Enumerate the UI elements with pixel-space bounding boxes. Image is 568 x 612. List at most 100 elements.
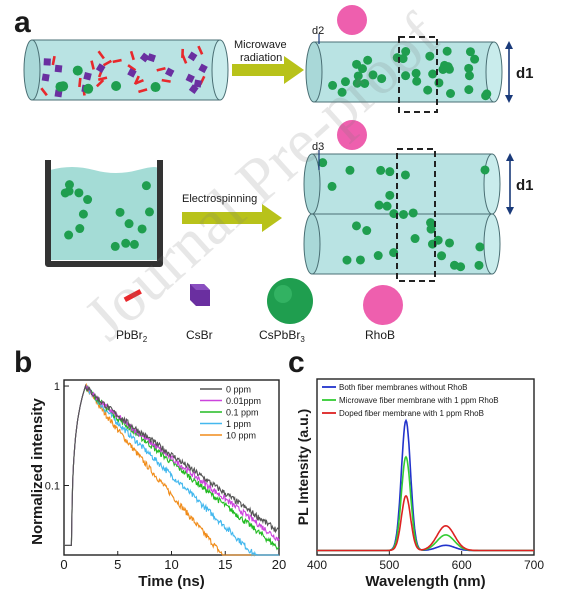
- material-legend: PbBr2 CsBr CsPbBr3 RhoB: [116, 278, 403, 344]
- cspbbr3-dot: [412, 76, 422, 86]
- cspbbr3-dot: [400, 170, 410, 180]
- cspbbr3-dot: [64, 180, 74, 190]
- cspbbr3-legend-label: CsPbBr3: [259, 328, 305, 344]
- pbbr2-particle: [78, 77, 82, 88]
- pl-spectrum-chart: 400 500 600 700 Wavelength (nm) PL Intensity …: [295, 378, 544, 590]
- cspbbr3-dot: [456, 262, 466, 272]
- cspbbr3-dot: [464, 85, 474, 95]
- legend-label: 10 ppm: [226, 431, 256, 441]
- panel-b: b 0 5 10 15 20 1 0.1 Time (ns) Normalized intens…: [14, 346, 286, 590]
- cspbbr3-dot: [426, 218, 436, 228]
- microwave-arrow: Microwave radiation: [232, 39, 304, 84]
- microwave-label: Microwave: [234, 39, 287, 51]
- cspbbr3-dot: [137, 224, 147, 234]
- x-tick-label: 500: [379, 558, 399, 572]
- cspbbr3-dot: [481, 91, 491, 101]
- cspbbr3-dot: [345, 165, 355, 175]
- decay-curve-1: [64, 384, 280, 546]
- csbr-particle: [193, 79, 203, 88]
- rhob-sphere: [337, 5, 367, 35]
- electrospinning-label: Electrospinning: [182, 193, 257, 205]
- csbr-particle: [83, 72, 92, 81]
- microwave-fiber: d2 d1: [305, 5, 534, 113]
- cspbbr3-dot: [124, 219, 134, 229]
- pbbr2-particle: [134, 79, 144, 85]
- cspbbr3-dot: [480, 165, 490, 175]
- rhob-legend-symbol: [363, 285, 403, 325]
- cspbbr3-dot: [141, 181, 151, 191]
- cspbbr3-dot: [121, 238, 131, 248]
- panel-a-letter: a: [14, 6, 31, 39]
- cspbbr3-dot: [340, 77, 350, 87]
- cspbbr3-dot: [465, 47, 475, 57]
- cspbbr3-dot: [474, 260, 484, 270]
- y-axis-label: PL Intensity (a.u.): [295, 409, 311, 525]
- pbbr2-particle: [181, 48, 185, 58]
- panel-c: c 400 500 600 700 Wavelength (nm) PL Intensit…: [288, 346, 544, 590]
- pbbr2-particle: [161, 78, 171, 83]
- legend-label: 1 ppm: [226, 419, 251, 429]
- csbr-particle: [41, 73, 50, 82]
- y-tick-label: 0.1: [45, 480, 60, 492]
- cspbbr3-dot: [355, 255, 365, 265]
- cspbbr3-dot: [408, 208, 418, 218]
- cspbbr3-dot: [352, 59, 362, 69]
- pl-curve-1: [317, 418, 534, 552]
- csbr-particle: [95, 63, 106, 73]
- solution-beaker: [45, 160, 163, 267]
- cspbbr3-dot: [426, 224, 436, 234]
- csbr-particle: [54, 64, 63, 73]
- legend-label: Both fiber membranes without RhoB: [339, 383, 468, 392]
- pbbr2-particle: [112, 58, 122, 64]
- cspbbr3-dot: [368, 70, 378, 80]
- radiation-label: radiation: [240, 52, 282, 64]
- cspbbr3-dot: [115, 207, 125, 217]
- cspbbr3-dot: [327, 181, 337, 191]
- precursor-fiber: [23, 39, 229, 101]
- x-tick-label: 15: [218, 557, 232, 572]
- pbbr2-particle: [51, 55, 56, 66]
- pl-curve-3: [317, 494, 534, 552]
- plot-frame: [63, 379, 280, 556]
- pbbr2-symbol: [123, 289, 142, 302]
- cspbbr3-dot: [360, 78, 370, 88]
- csbr-particle: [187, 51, 198, 62]
- cspbbr3-dot: [423, 85, 433, 95]
- cspbbr3-particle: [72, 65, 83, 76]
- cspbbr3-dot: [64, 230, 74, 240]
- cspbbr3-dot: [74, 188, 84, 198]
- cspbbr3-dot: [385, 190, 395, 200]
- x-axis-label: Time (ns): [138, 573, 204, 590]
- cspbbr3-dot: [411, 68, 421, 78]
- cspbbr3-dot: [434, 78, 444, 88]
- csbr-particle: [147, 53, 156, 63]
- legend-label: 0 ppm: [226, 385, 251, 395]
- cspbbr3-dot: [373, 251, 383, 261]
- cspbbr3-dot: [410, 234, 420, 244]
- pbbr2-legend-label: PbBr2: [116, 328, 148, 344]
- highlight-box: [398, 36, 438, 113]
- cspbbr3-dot: [78, 209, 88, 219]
- cspbbr3-particle: [58, 81, 69, 92]
- cspbbr3-particle: [83, 83, 94, 94]
- rhob-sphere-bottom: [337, 120, 367, 150]
- cspbbr3-dot: [352, 78, 362, 88]
- highlight-box-bottom: [396, 148, 436, 282]
- x-tick-label: 5: [114, 557, 121, 572]
- electrospinning-arrow: Electrospinning: [182, 193, 282, 232]
- cspbbr3-dot: [337, 87, 347, 97]
- pl-curve-2: [317, 455, 534, 552]
- x-axis-label: Wavelength (nm): [365, 573, 485, 590]
- d3-label: d3: [312, 141, 324, 153]
- pbbr2-particle: [97, 50, 105, 60]
- cspbbr3-dot: [401, 71, 411, 81]
- panel-a: a Microwave radiation d2 d1: [14, 5, 534, 344]
- cspbbr3-dot: [442, 46, 452, 56]
- d2-label: d2: [312, 25, 324, 37]
- cspbbr3-dot: [363, 55, 373, 65]
- cspbbr3-dot: [75, 224, 85, 234]
- cspbbr3-dot: [392, 53, 402, 63]
- cspbbr3-dot: [425, 51, 435, 61]
- cspbbr3-dot: [464, 63, 474, 73]
